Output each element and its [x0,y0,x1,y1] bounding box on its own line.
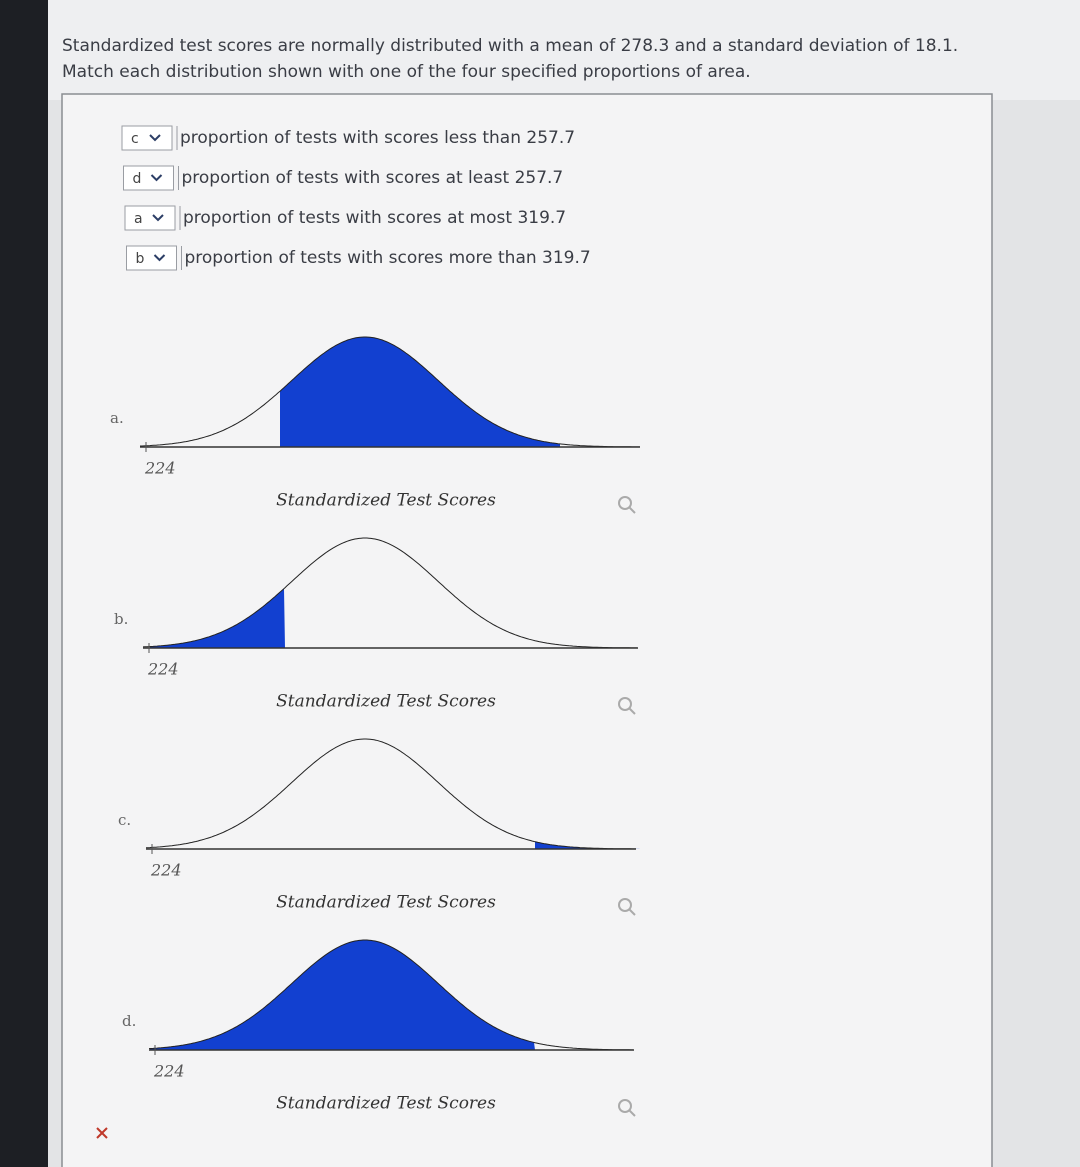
tick-label: 224 [147,660,179,679]
chevron[interactable] [150,174,163,182]
chevron[interactable] [149,134,161,142]
axis-label: Standardized Test Scores [276,893,496,913]
tick-label: 224 [144,459,176,478]
chevron[interactable] [152,214,164,222]
zoom-handle[interactable] [628,506,636,514]
graph-label: d. [122,1012,136,1030]
normal-curve [145,738,636,850]
header-area [48,0,1080,100]
question-line: Standardized test scores are normally di… [62,36,958,56]
normal-curve [148,939,633,1051]
tick-label: 224 [153,1062,185,1081]
shaded-area [150,940,535,1050]
dropdown-box[interactable] [121,125,173,151]
incorrect-mark [96,1127,108,1139]
shaded-area [535,841,640,849]
dropdown-box[interactable] [123,165,174,191]
graph-label: c. [118,811,131,829]
dropdown-box[interactable] [124,205,176,231]
zoom-handle[interactable] [628,1109,636,1117]
dropdown-box[interactable] [126,245,177,271]
graph-label: b. [114,610,128,628]
zoom-handle[interactable] [628,908,636,916]
dropdown[interactable]: d [123,165,174,191]
axis-label: Standardized Test Scores [276,692,496,712]
content: c proportion of tests with scores less th… [110,125,640,1117]
zoom-lens[interactable] [618,1099,632,1113]
tick-label: 224 [150,861,182,880]
dropdown[interactable]: c [121,125,173,151]
zoom-icon[interactable] [618,898,636,916]
zoom-icon[interactable] [618,496,636,514]
dropdown[interactable]: b [126,245,177,271]
option-label: proportion of tests with scores more tha… [185,248,591,268]
normal-curve [142,537,637,649]
axis-label: Standardized Test Scores [276,491,496,511]
dropdown-value[interactable]: c [131,131,139,147]
zoom-lens[interactable] [618,496,632,510]
chevron[interactable] [153,254,166,262]
answer-box [61,93,993,1167]
option-label: proportion of tests with scores at most … [183,208,566,228]
dropdown[interactable]: a [124,205,176,231]
option-label: proportion of tests with scores at least… [182,168,564,188]
normal-curve [140,336,640,448]
zoom-lens[interactable] [618,697,632,711]
question-line: Match each distribution shown with one o… [62,62,751,82]
dropdown-value[interactable]: a [134,211,143,227]
bezel [0,0,48,1167]
graph-label: a. [110,409,124,427]
zoom-lens[interactable] [618,898,632,912]
axis-label: Standardized Test Scores [276,1094,496,1114]
dropdown-value[interactable]: b [136,251,145,267]
zoom-icon[interactable] [618,1099,636,1117]
zoom-icon[interactable] [618,697,636,715]
zoom-handle[interactable] [628,707,636,715]
shaded-area [150,588,285,648]
shaded-area [280,337,560,447]
option-label: proportion of tests with scores less tha… [180,128,575,148]
dropdown-value[interactable]: d [133,171,142,187]
